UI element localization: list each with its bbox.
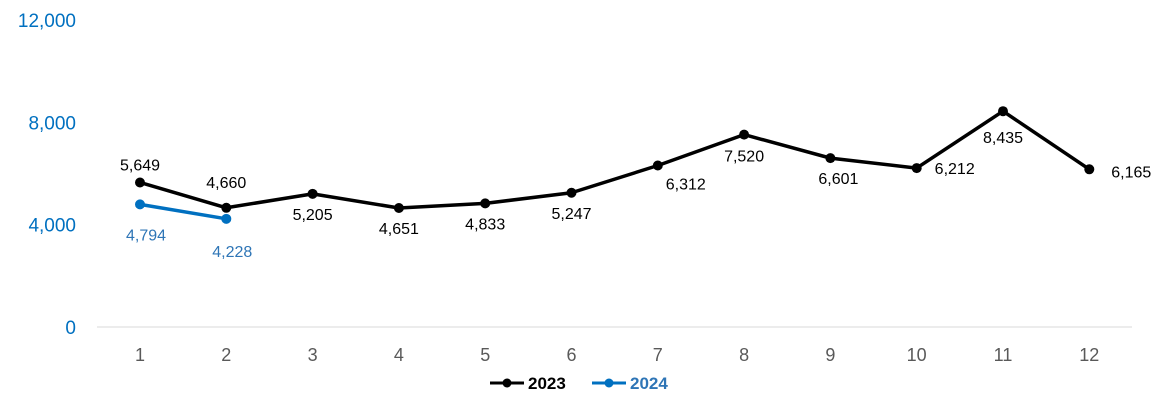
- data-point: [221, 213, 232, 224]
- data-label: 6,165: [1111, 164, 1151, 181]
- data-label: 4,794: [126, 227, 166, 244]
- data-label: 6,212: [935, 161, 975, 178]
- data-point: [135, 177, 145, 188]
- x-tick-label: 1: [135, 345, 145, 365]
- data-label: 5,649: [120, 157, 160, 174]
- series-2024: 4,794 4,228: [126, 199, 252, 261]
- data-label: 6,601: [818, 171, 858, 188]
- x-tick-label: 2: [221, 345, 231, 365]
- data-point: [221, 202, 232, 213]
- data-point: [307, 188, 318, 199]
- data-label: 6,312: [666, 177, 706, 194]
- data-point: [566, 187, 577, 198]
- x-tick-label: 7: [653, 345, 663, 365]
- data-label: 4,660: [206, 175, 246, 192]
- x-tick-label: 9: [825, 345, 835, 365]
- series-2023: 5,649 4,660 5,205 4,651 4,833 5,247 6,312 7,520…: [120, 106, 1151, 238]
- data-point: [825, 153, 836, 164]
- x-tick-label: 6: [566, 345, 576, 365]
- legend-marker: [604, 378, 614, 388]
- y-tick-label: 8,000: [28, 113, 76, 134]
- data-label: 4,833: [465, 216, 505, 233]
- data-point: [911, 163, 922, 174]
- y-tick-label: 0: [65, 318, 76, 339]
- series-layer: 5,649 4,660 5,205 4,651 4,833 5,247 6,312 7,520…: [120, 106, 1151, 261]
- data-point: [652, 160, 663, 171]
- x-tick-label: 3: [308, 345, 318, 365]
- y-tick-label: 4,000: [28, 216, 76, 237]
- legend-item-2023: 2023: [490, 374, 566, 393]
- legend-label: 2024: [630, 374, 668, 393]
- data-label: 4,651: [379, 221, 419, 238]
- series-line-2024: [138, 202, 229, 221]
- data-label: 5,247: [551, 206, 591, 223]
- x-axis: 1 2 3 4 5 6 7 8 9 10 11 12: [97, 326, 1132, 365]
- data-label: 4,228: [212, 244, 252, 261]
- x-tick-label: 5: [480, 345, 490, 365]
- data-point: [739, 129, 750, 140]
- data-point: [1084, 164, 1095, 175]
- x-tick-label: 4: [394, 345, 404, 365]
- legend: 2023 2024: [490, 374, 668, 393]
- x-tick-label: 10: [907, 345, 927, 365]
- data-point: [998, 106, 1008, 117]
- data-point: [393, 203, 404, 214]
- x-tick-label: 11: [994, 345, 1013, 365]
- data-point: [480, 198, 491, 209]
- data-label: 5,205: [293, 207, 333, 224]
- legend-label: 2023: [528, 374, 566, 393]
- y-tick-label: 12,000: [18, 11, 76, 32]
- data-label: 8,435: [983, 130, 1023, 147]
- x-tick-label: 12: [1079, 345, 1099, 365]
- legend-item-2024: 2024: [592, 374, 668, 393]
- series-line-2023: [138, 109, 1092, 210]
- x-tick-label: 8: [739, 345, 749, 365]
- legend-marker: [502, 378, 512, 388]
- y-axis: 0 4,000 8,000 12,000: [18, 11, 76, 339]
- data-point: [135, 199, 145, 210]
- data-label: 7,520: [724, 149, 764, 166]
